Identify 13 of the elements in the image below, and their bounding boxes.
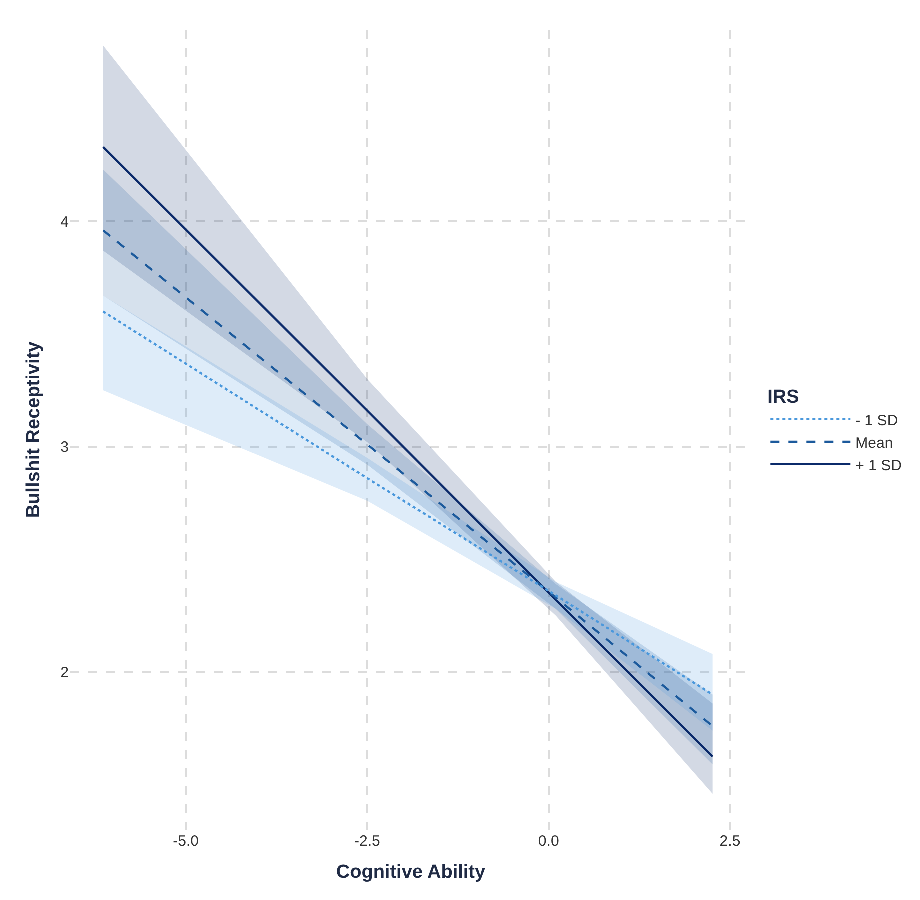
y-tick-label: 3	[60, 439, 69, 456]
x-tick-label: -2.5	[354, 833, 380, 850]
y-tick-label: 4	[60, 214, 69, 231]
x-axis-title: Cognitive Ability	[336, 862, 486, 883]
legend-title: IRS	[768, 387, 800, 408]
x-tick-label: 0.0	[538, 833, 560, 850]
y-tick-label: 2	[60, 664, 69, 682]
text: Mean	[856, 434, 894, 452]
text: - 1 SD	[856, 412, 898, 430]
text: + 1 SD	[856, 457, 902, 474]
y-axis-title: Bullshit Receptivity	[24, 341, 45, 518]
x-tick-label: -5.0	[173, 833, 200, 850]
x-tick-label: 2.5	[720, 833, 741, 850]
